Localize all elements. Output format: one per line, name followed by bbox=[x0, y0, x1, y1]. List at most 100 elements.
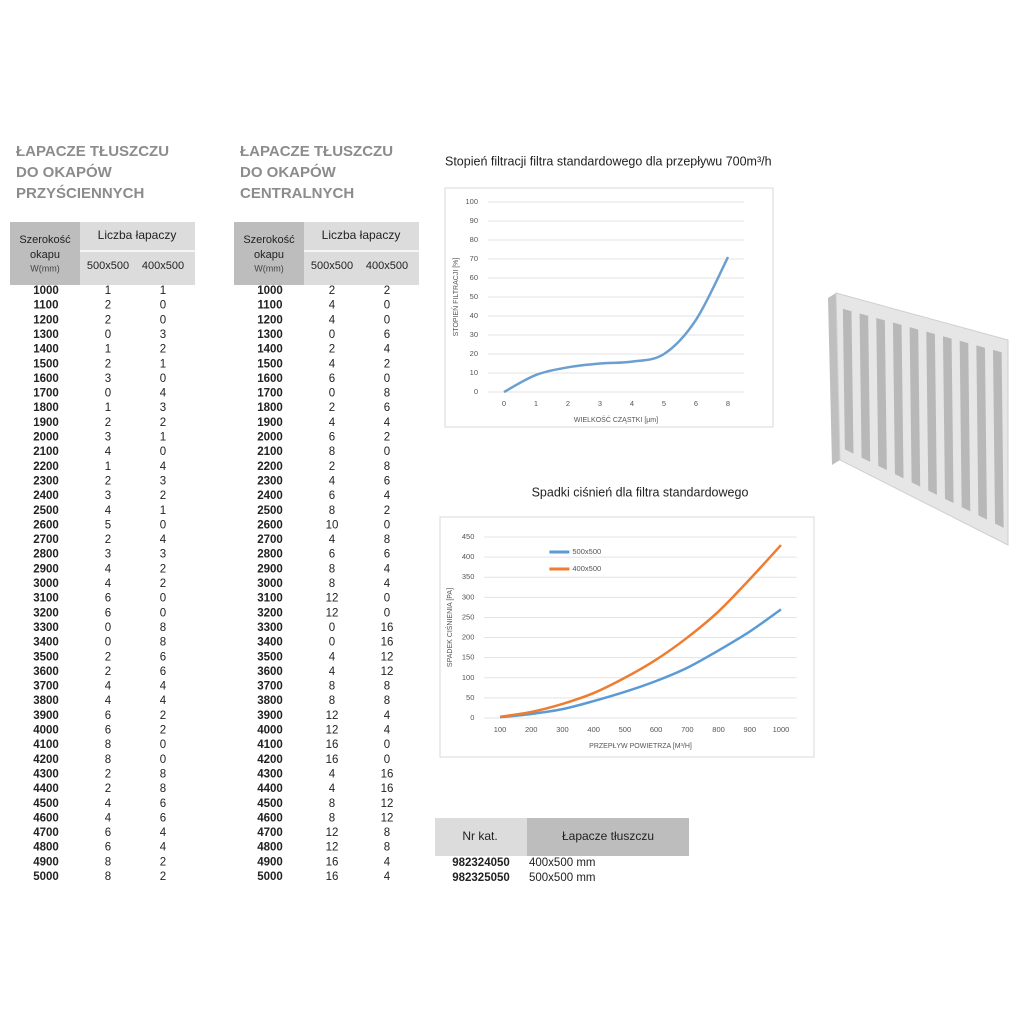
width-cell: 2100 bbox=[33, 446, 59, 458]
cell: 0 bbox=[160, 300, 166, 312]
width-cell: 3900 bbox=[257, 710, 283, 722]
header-cell bbox=[234, 222, 304, 285]
y-tick-label: 0 bbox=[470, 713, 474, 722]
cell: 6 bbox=[105, 827, 111, 839]
cell: 0 bbox=[384, 754, 390, 766]
width-cell: 3400 bbox=[33, 637, 59, 649]
cell: 4 bbox=[160, 842, 167, 854]
cell: 12 bbox=[381, 798, 394, 810]
width-cell: 2300 bbox=[257, 475, 283, 487]
filter-slot bbox=[842, 308, 854, 454]
cell: 6 bbox=[329, 549, 335, 561]
cell: 8 bbox=[105, 739, 111, 751]
cell: 8 bbox=[384, 827, 390, 839]
cell: 2 bbox=[329, 344, 335, 356]
width-cell: 4600 bbox=[33, 812, 59, 824]
header-text: 400x500 bbox=[366, 260, 408, 272]
cell: 4 bbox=[329, 475, 336, 487]
cell: 2 bbox=[384, 432, 390, 444]
cell: 2 bbox=[105, 783, 111, 795]
header-unit: W(mm) bbox=[30, 263, 59, 273]
width-cell: 1600 bbox=[257, 373, 283, 385]
cell: 0 bbox=[329, 388, 335, 400]
header-text: Liczba łapaczy bbox=[98, 228, 177, 242]
catalog-number: 982325050 bbox=[452, 872, 510, 884]
width-cell: 2400 bbox=[33, 490, 59, 502]
filter-slot bbox=[993, 349, 1004, 528]
cell: 4 bbox=[329, 300, 336, 312]
cell: 8 bbox=[384, 388, 390, 400]
width-cell: 1900 bbox=[33, 417, 59, 429]
width-cell: 1800 bbox=[257, 402, 283, 414]
width-cell: 3100 bbox=[33, 593, 59, 605]
width-cell: 4100 bbox=[257, 739, 283, 751]
table-title: ŁAPACZE TŁUSZCZU bbox=[16, 143, 169, 160]
line-series bbox=[499, 608, 782, 719]
width-cell: 2900 bbox=[257, 563, 283, 575]
cell: 8 bbox=[160, 783, 166, 795]
cell: 0 bbox=[105, 622, 111, 634]
width-cell: 3700 bbox=[257, 681, 283, 693]
cell: 2 bbox=[160, 725, 166, 737]
width-cell: 3100 bbox=[257, 593, 283, 605]
filter-slot bbox=[959, 340, 971, 512]
width-cell: 1000 bbox=[257, 285, 283, 297]
width-cell: 3400 bbox=[257, 637, 283, 649]
chart-frame bbox=[439, 516, 815, 758]
cell: 6 bbox=[105, 710, 111, 722]
cell: 2 bbox=[329, 461, 335, 473]
y-tick-label: 30 bbox=[470, 330, 478, 339]
cell: 2 bbox=[160, 578, 166, 590]
width-cell: 1100 bbox=[258, 300, 283, 312]
header-text: 500x500 bbox=[311, 260, 353, 272]
cell: 6 bbox=[384, 549, 390, 561]
width-cell: 3800 bbox=[257, 695, 283, 707]
cell: 0 bbox=[160, 754, 166, 766]
x-tick-label: 8 bbox=[726, 399, 730, 408]
x-tick-label: 1 bbox=[534, 399, 538, 408]
cell: 8 bbox=[384, 461, 390, 473]
header-text: Łapacze tłuszczu bbox=[562, 829, 654, 843]
cell: 8 bbox=[105, 871, 111, 883]
width-cell: 1200 bbox=[33, 314, 59, 326]
width-cell: 2600 bbox=[33, 519, 59, 531]
cell: 0 bbox=[160, 607, 166, 619]
width-cell: 1500 bbox=[33, 358, 59, 370]
width-cell: 4000 bbox=[33, 725, 59, 737]
y-tick-label: 350 bbox=[462, 572, 475, 581]
cell: 4 bbox=[329, 534, 336, 546]
header-text: Szerokość bbox=[243, 234, 295, 246]
y-tick-label: 100 bbox=[462, 673, 475, 682]
cell: 0 bbox=[384, 607, 390, 619]
cell: 0 bbox=[384, 446, 390, 458]
header-cell bbox=[304, 222, 419, 285]
x-tick-label: 500 bbox=[619, 725, 632, 734]
y-tick-label: 400 bbox=[462, 552, 475, 561]
y-tick-label: 10 bbox=[470, 368, 478, 377]
width-cell: 2900 bbox=[33, 563, 59, 575]
cell: 6 bbox=[329, 432, 335, 444]
width-cell: 4500 bbox=[33, 798, 59, 810]
cell: 4 bbox=[329, 666, 336, 678]
width-cell: 1300 bbox=[33, 329, 59, 341]
chart-title: Spadki ciśnień dla filtra standardowego bbox=[532, 485, 749, 499]
cell: 8 bbox=[384, 534, 390, 546]
width-cell: 4300 bbox=[33, 768, 59, 780]
cell: 0 bbox=[160, 446, 166, 458]
cell: 1 bbox=[105, 285, 111, 297]
cell: 2 bbox=[384, 285, 390, 297]
header-cell bbox=[10, 222, 80, 285]
y-axis-label: STOPIEŃ FILTRACJI [%] bbox=[451, 258, 460, 337]
cell: 2 bbox=[105, 300, 111, 312]
cell: 16 bbox=[381, 768, 394, 780]
y-tick-label: 0 bbox=[474, 387, 478, 396]
width-cell: 3200 bbox=[33, 607, 59, 619]
width-cell: 3300 bbox=[257, 622, 283, 634]
cell: 8 bbox=[160, 768, 166, 780]
cell: 4 bbox=[160, 681, 167, 693]
width-cell: 1500 bbox=[257, 358, 283, 370]
y-tick-label: 250 bbox=[462, 612, 475, 621]
cell: 12 bbox=[326, 710, 339, 722]
cell: 12 bbox=[326, 842, 339, 854]
cell: 0 bbox=[384, 519, 390, 531]
